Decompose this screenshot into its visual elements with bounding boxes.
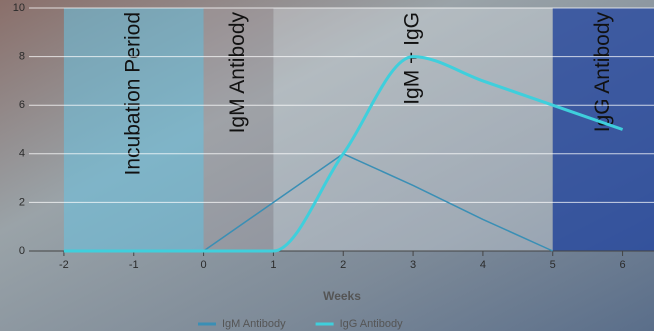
y-tick-label: 2 (19, 196, 25, 208)
legend-label: IgG Antibody (340, 318, 403, 330)
y-tick-label: 10 (13, 2, 25, 14)
x-axis-title: Weeks (323, 289, 361, 303)
y-tick-label: 4 (19, 148, 25, 160)
x-tick-label: 3 (410, 259, 416, 271)
y-tick-label: 0 (19, 245, 25, 257)
band-label: Incubation Period (121, 12, 144, 175)
y-tick-label: 8 (19, 51, 25, 63)
chart: Weeks Incubation PeriodIgM AntibodyIgM +… (0, 0, 654, 331)
x-tick-label: 2 (340, 259, 346, 271)
x-tick-label: -2 (59, 259, 69, 271)
band-label: IgM Antibody (226, 12, 249, 134)
x-tick-label: 4 (480, 259, 486, 271)
x-tick-label: 0 (201, 259, 207, 271)
band-label: IgG Antibody (591, 12, 614, 133)
x-tick-label: 1 (270, 259, 276, 271)
x-tick-label: 5 (550, 259, 556, 271)
x-tick-label: -1 (129, 259, 139, 271)
y-tick-label: 6 (19, 99, 25, 111)
x-tick-label: 6 (620, 259, 626, 271)
legend-label: IgM Antibody (222, 318, 286, 330)
